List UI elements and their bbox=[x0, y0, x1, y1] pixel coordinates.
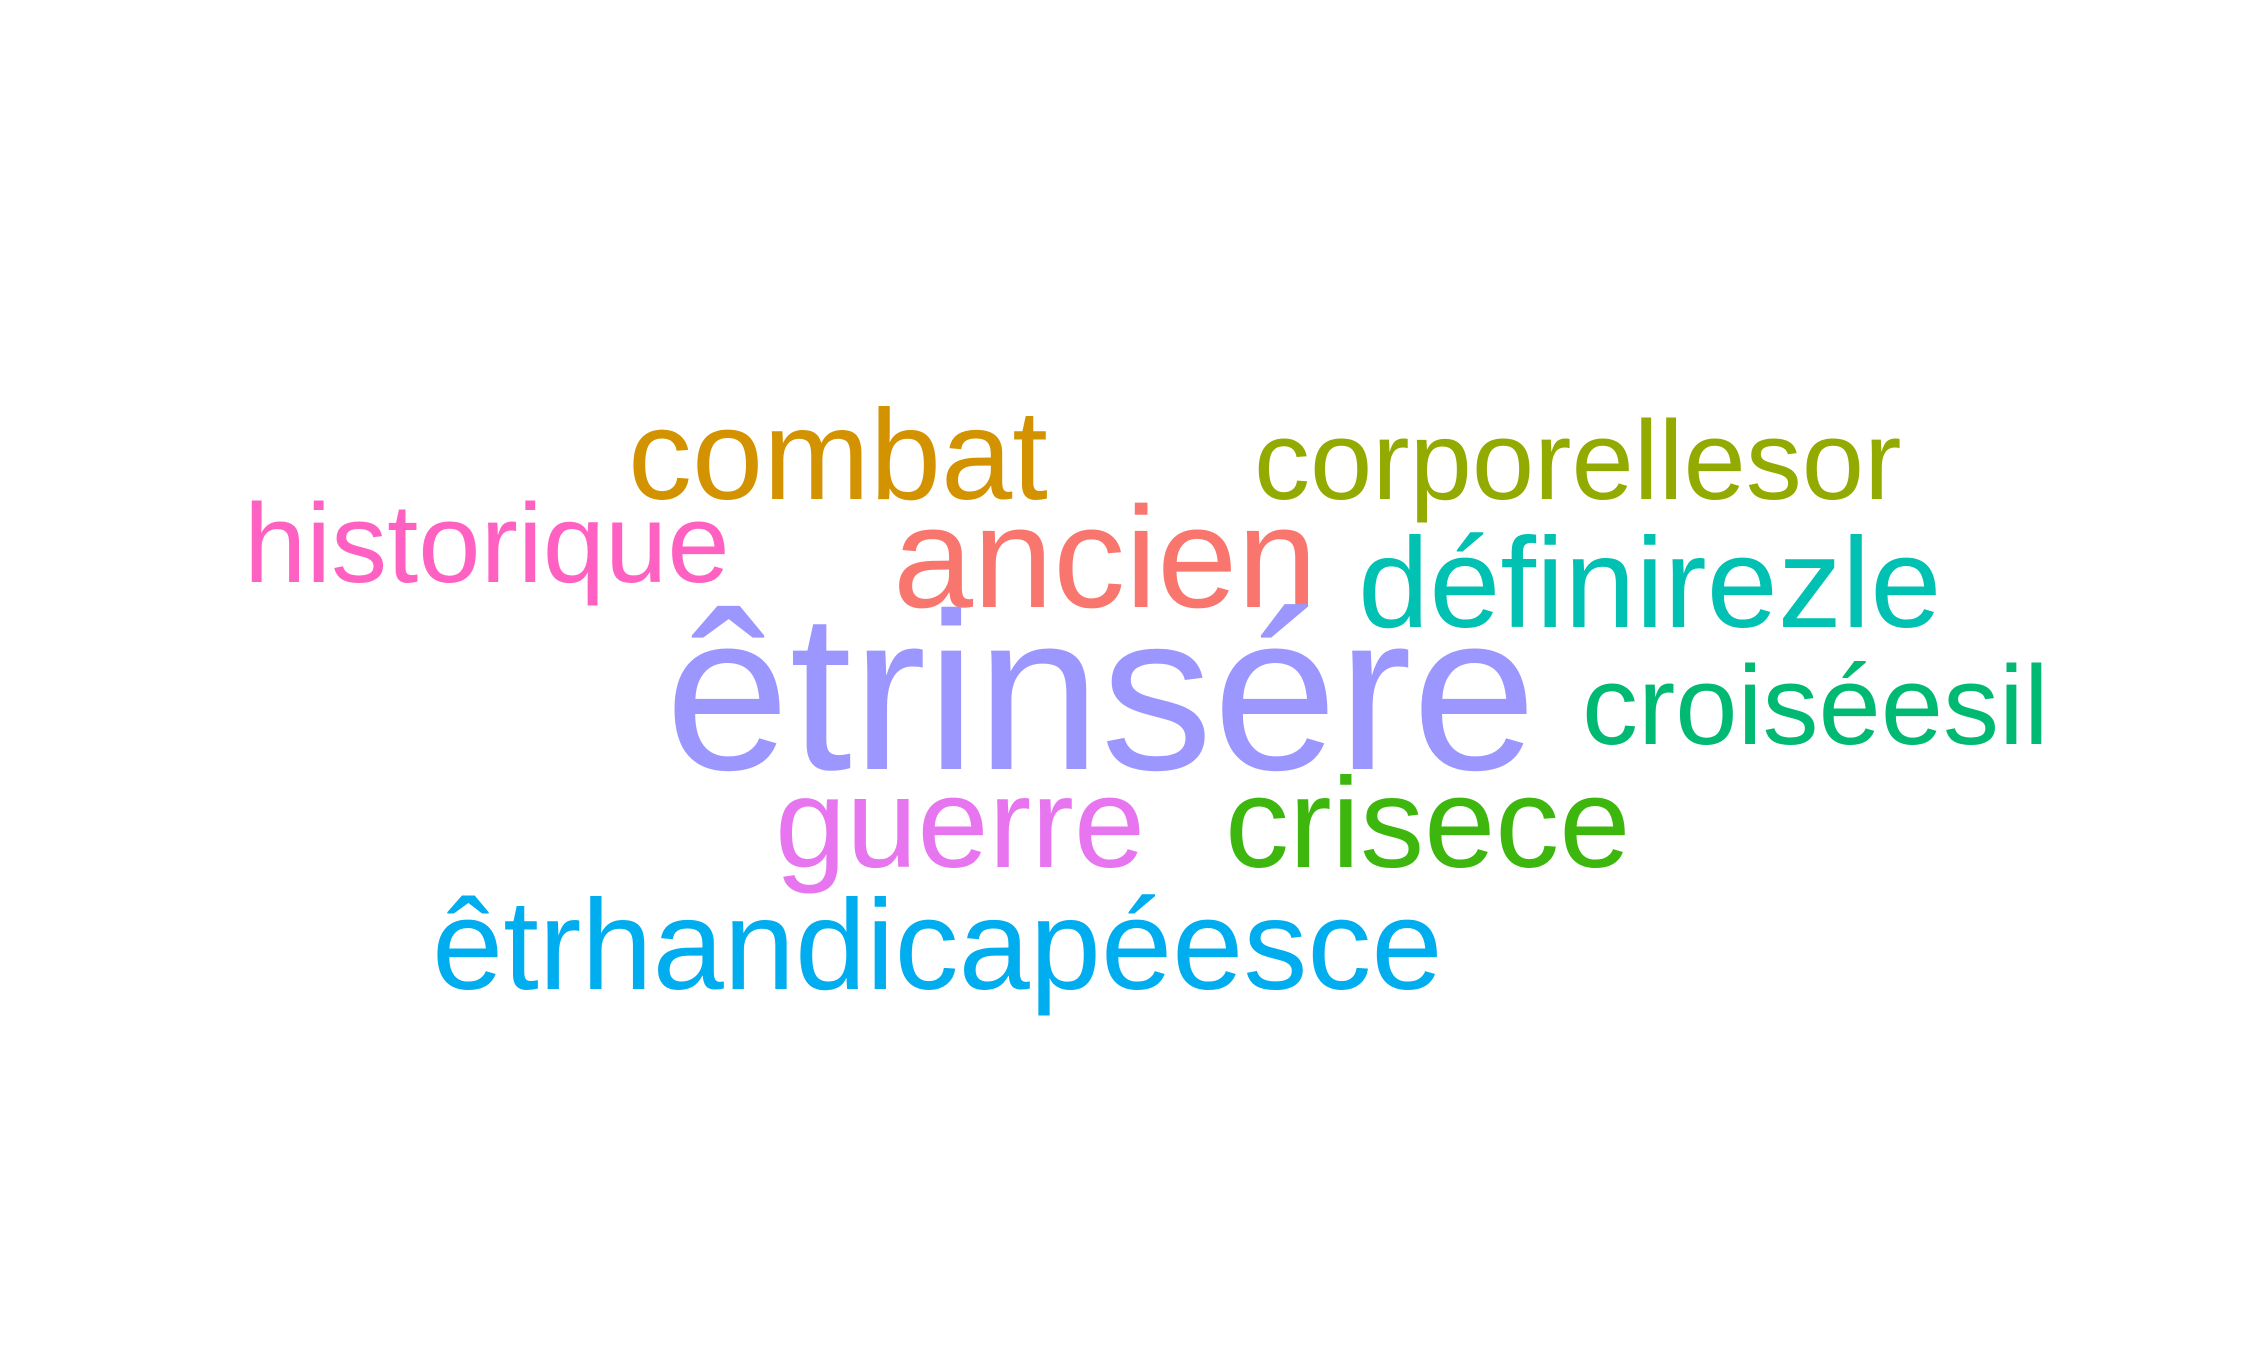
word-corporellesor: corporellesor bbox=[1254, 398, 1902, 523]
word-historique: historique bbox=[244, 481, 730, 606]
word-croiseesil: croiséesil bbox=[1582, 643, 2049, 768]
word-crisece: crisece bbox=[1225, 752, 1631, 895]
word-definirezle: définirezle bbox=[1358, 512, 1942, 655]
word-guerre: guerre bbox=[775, 752, 1145, 895]
word-ancien: ancien bbox=[893, 477, 1318, 638]
word-etrhandicapeesce: êtrhandicapéesce bbox=[432, 874, 1443, 1017]
word-combat: combat bbox=[628, 384, 1048, 527]
word-etrinsere: êtrinsére bbox=[665, 567, 1537, 817]
